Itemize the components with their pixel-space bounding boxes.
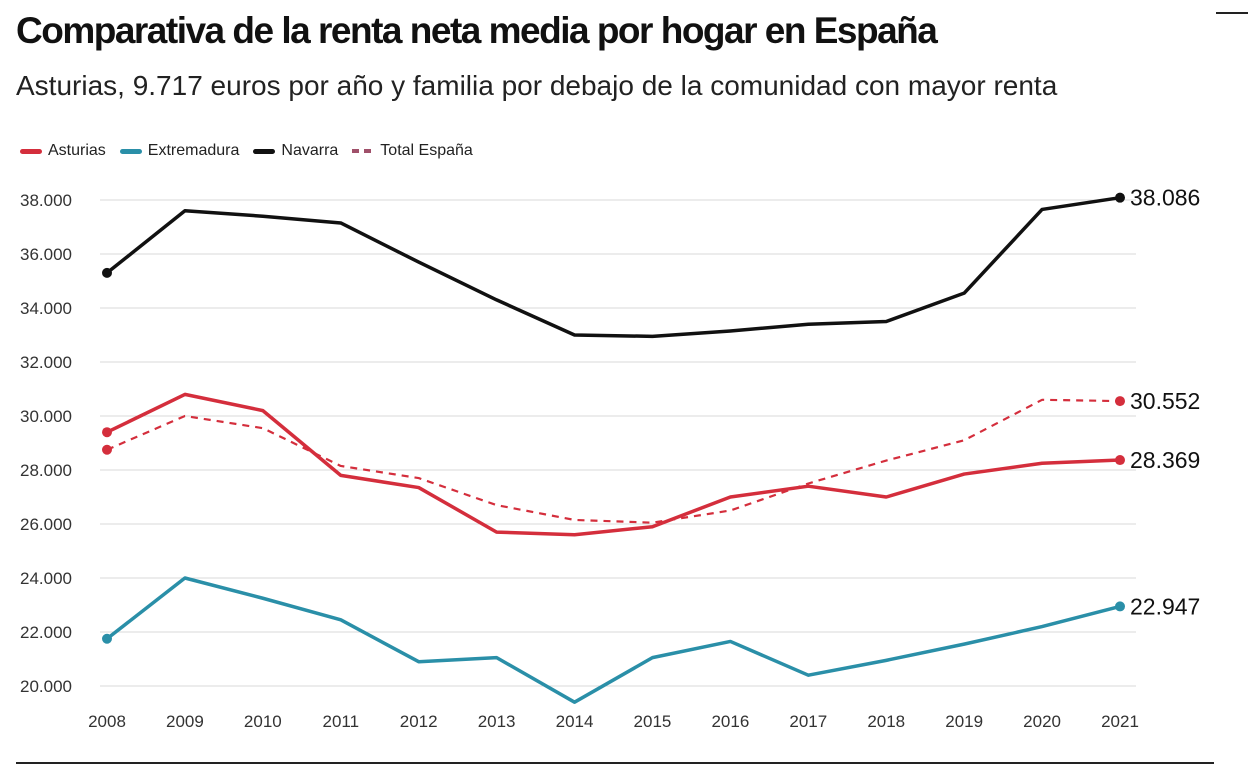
legend-swatch: [352, 149, 375, 153]
data-point-extremadura: [102, 633, 112, 644]
y-tick-label: 38.000: [20, 191, 72, 210]
legend-label: Navarra: [281, 142, 339, 159]
end-label-extremadura: 22.947: [1130, 593, 1200, 619]
legend-item: Extremadura: [119, 142, 240, 160]
x-tick-label: 2021: [1101, 712, 1139, 731]
x-tick-label: 2015: [634, 712, 672, 731]
x-tick-label: 2017: [789, 712, 827, 731]
end-label-total-espana: 30.552: [1130, 388, 1200, 414]
series-line-extremadura: [105, 576, 1121, 704]
series-line-asturias: [106, 392, 1121, 537]
x-tick-label: 2020: [1023, 712, 1061, 731]
x-tick-label: 2011: [322, 712, 359, 731]
y-tick-label: 30.000: [20, 407, 72, 426]
y-tick-label: 28.000: [20, 461, 72, 480]
legend-label: Total España: [380, 142, 473, 159]
legend-label: Extremadura: [147, 142, 240, 159]
chart-title: Comparativa de la renta neta media por h…: [16, 10, 938, 51]
y-tick-label: 20.000: [20, 677, 72, 696]
data-point-asturias: [1115, 455, 1125, 466]
y-tick-label: 34.000: [20, 299, 72, 318]
x-tick-label: 2012: [400, 712, 438, 731]
x-tick-label: 2014: [556, 712, 594, 731]
legend-label: Asturias: [48, 142, 106, 159]
x-tick-label: 2013: [478, 712, 516, 731]
y-tick-label: 36.000: [20, 245, 72, 264]
y-tick-label: 32.000: [20, 353, 72, 372]
data-point-extremadura: [1115, 601, 1125, 612]
legend-item: Asturias: [20, 142, 106, 160]
legend-swatch: [253, 148, 276, 154]
legend-item: Total España: [352, 142, 473, 160]
y-tick-label: 26.000: [20, 515, 72, 534]
divider: [1216, 12, 1248, 14]
y-tick-label: 22.000: [20, 623, 72, 642]
data-point-navarra: [1115, 192, 1125, 203]
x-tick-label: 2010: [244, 712, 282, 731]
legend: Asturias Extremadura Navarra Total España: [20, 142, 473, 160]
data-point-total-espana: [1115, 396, 1125, 407]
series-line-total-espana: [106, 398, 1121, 524]
y-tick-label: 24.000: [20, 569, 72, 588]
end-label-navarra: 38.086: [1130, 185, 1200, 211]
x-tick-label: 2016: [711, 712, 749, 731]
series-line-navarra: [105, 195, 1121, 339]
data-point-asturias: [102, 427, 112, 438]
x-tick-label: 2009: [166, 712, 204, 731]
legend-swatch: [20, 148, 42, 154]
divider: [16, 762, 1214, 764]
legend-swatch: [119, 148, 142, 154]
chart-subtitle: Asturias, 9.717 euros por año y familia …: [16, 70, 1058, 101]
data-point-navarra: [102, 267, 112, 278]
legend-item: Navarra: [253, 142, 338, 160]
x-tick-label: 2019: [945, 712, 983, 731]
end-label-asturias: 28.369: [1130, 447, 1200, 473]
x-tick-label: 2018: [867, 712, 905, 731]
x-tick-label: 2008: [88, 712, 126, 731]
data-point-total-espana: [102, 444, 112, 455]
